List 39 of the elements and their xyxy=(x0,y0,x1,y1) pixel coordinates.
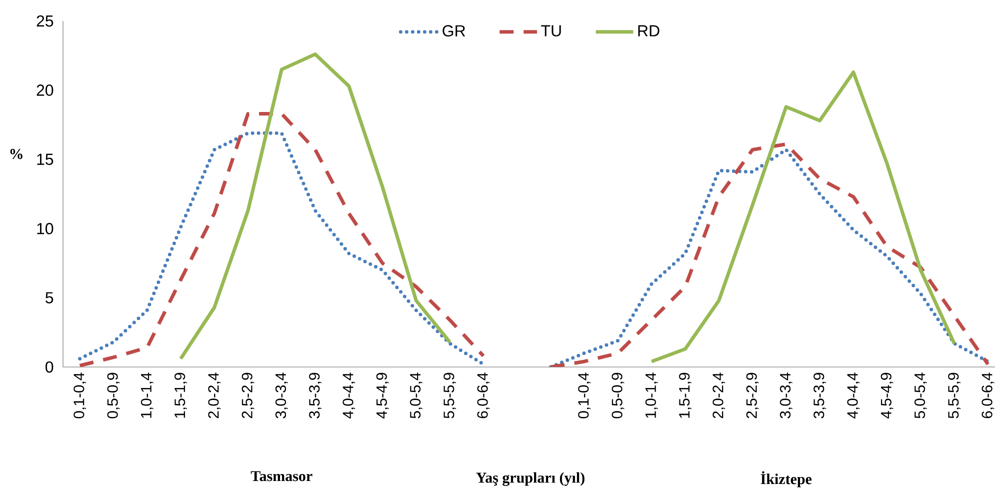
y-tick-label: 15 xyxy=(37,154,54,165)
x-tick-label: 4,0-4,4 xyxy=(847,372,860,419)
x-tick-label: 0,5-0,9 xyxy=(107,372,120,418)
x-tick-label: 2,0-2,4 xyxy=(712,372,726,418)
y-tick-label: 20 xyxy=(36,84,54,96)
x-tick-label: 3,0-3,4 xyxy=(780,372,792,418)
x-tick-label: 6,0-6,4 xyxy=(982,372,994,418)
x-tick-label: 3,5-3,9 xyxy=(309,372,322,418)
x-tick-label: 6,0-6,4 xyxy=(477,372,490,418)
x-axis-title: Yaş grupları (yıl) xyxy=(476,472,584,486)
x-tick-label: 2,5-2,9 xyxy=(242,372,254,418)
x-tick-label: 4,5-4,9 xyxy=(376,372,389,419)
legend-label: TU xyxy=(541,25,561,36)
x-tick-label: 3,5-3,9 xyxy=(814,372,826,418)
x-tick-label: 1,0-1,4 xyxy=(645,372,658,418)
legend-label: RD xyxy=(638,25,660,36)
text: Tasmasor xyxy=(250,471,312,482)
legend-label: GR xyxy=(442,25,466,37)
y-tick-label: 25 xyxy=(36,15,54,27)
x-tick-label: 2,0-2,4 xyxy=(208,372,221,418)
x-tick-label: 0,1-0,4 xyxy=(578,372,591,418)
x-tick-label: 3,0-3,4 xyxy=(275,372,288,418)
x-tick-label: 5,5-5,9 xyxy=(948,372,960,418)
x-tick-label: 4,5-4,9 xyxy=(880,372,894,419)
x-tick-label: 0,1-0,4 xyxy=(74,372,86,418)
x-tick-label: 5,0-5,4 xyxy=(914,372,927,418)
x-tick-label: 1,0-1,4 xyxy=(140,372,154,418)
x-tick-label: 0,5-0,9 xyxy=(612,372,624,418)
text: İkiztepe xyxy=(760,471,812,488)
y-tick-label: 10 xyxy=(37,222,54,234)
y-tick-label: 5 xyxy=(46,292,54,304)
x-tick-label: 5,5-5,9 xyxy=(444,372,456,418)
x-tick-label: 2,5-2,9 xyxy=(746,372,759,418)
y-axis-title: % xyxy=(10,148,22,160)
x-tick-label: 1,5-1,9 xyxy=(679,372,692,418)
x-tick-label: 5,0-5,4 xyxy=(410,372,422,418)
x-tick-label: 4,0-4,4 xyxy=(342,372,356,419)
y-tick-label: 0 xyxy=(46,361,54,373)
x-tick-label: 1,5-1,9 xyxy=(174,372,187,418)
